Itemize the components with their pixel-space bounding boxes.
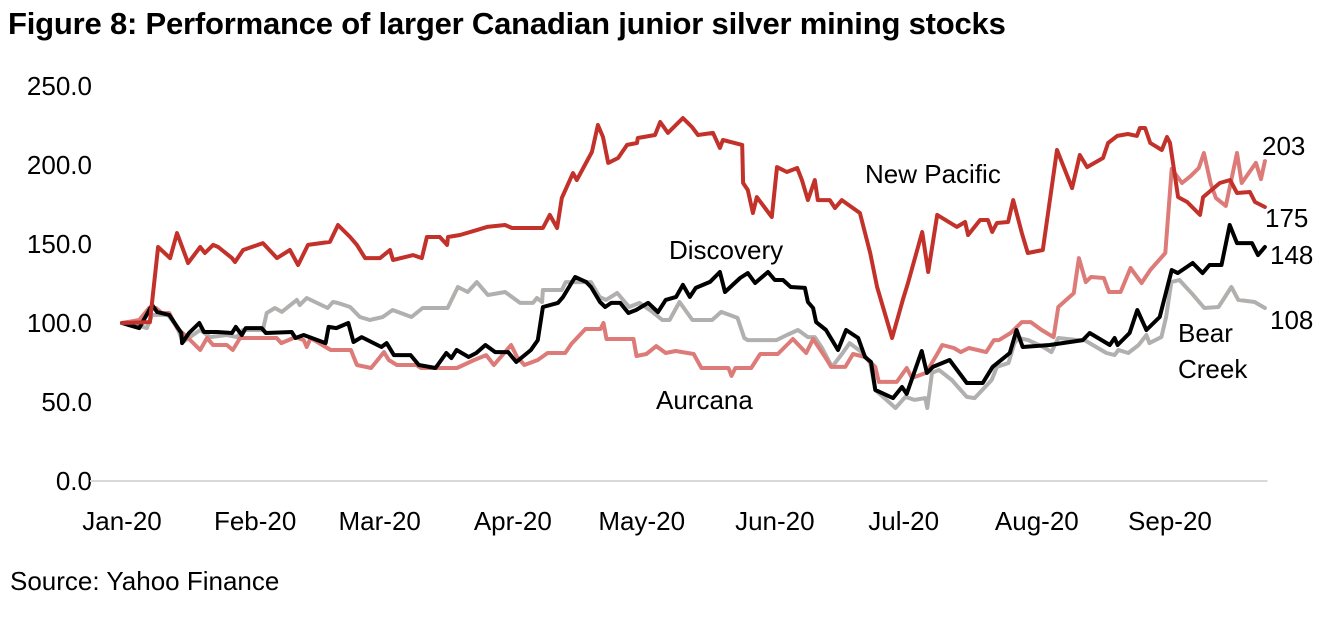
annotation-bear: Bear: [1178, 318, 1233, 348]
x-tick-label: Jan-20: [82, 506, 162, 536]
y-tick-label: 100.0: [27, 308, 92, 338]
y-tick-label: 150.0: [27, 229, 92, 259]
x-tick-label: Aug-20: [995, 506, 1079, 536]
x-tick-label: Mar-20: [339, 506, 421, 536]
end-label-discovery: 148: [1270, 240, 1313, 270]
x-axis: Jan-20 Feb-20 Mar-20 Apr-20 May-20 Jun-20 Jul-…: [82, 506, 1212, 536]
annotation-new-pacific: New Pacific: [865, 159, 1001, 189]
y-tick-label: 50.0: [41, 387, 92, 417]
end-label-bear-creek: 108: [1270, 305, 1313, 335]
series-line-new-pacific: [120, 116, 1267, 340]
x-tick-label: Feb-20: [214, 506, 296, 536]
y-tick-label: 250.0: [27, 71, 92, 101]
x-tick-label: Jul-20: [868, 506, 939, 536]
series-line-aurcana: [120, 151, 1267, 384]
annotation-aurcana: Aurcana: [656, 385, 753, 415]
x-tick-label: Sep-20: [1128, 506, 1212, 536]
figure-title: Figure 8: Performance of larger Canadian…: [8, 6, 1006, 41]
x-tick-label: Jun-20: [735, 506, 815, 536]
end-label-new-pacific: 175: [1265, 203, 1308, 233]
end-label-aurcana: 203: [1262, 131, 1305, 161]
end-labels: 203 175 148 108: [1262, 131, 1313, 335]
annotation-discovery: Discovery: [669, 235, 783, 265]
y-tick-label: 200.0: [27, 150, 92, 180]
y-tick-label: 0.0: [56, 466, 92, 496]
x-tick-label: May-20: [598, 506, 685, 536]
y-axis: 0.0 50.0 100.0 150.0 200.0 250.0: [27, 71, 92, 496]
series-line-discovery: [120, 223, 1267, 401]
series-lines: [120, 116, 1267, 410]
annotations: New Pacific Discovery Aurcana Bear Creek: [656, 159, 1248, 415]
x-tick-label: Apr-20: [474, 506, 552, 536]
annotation-creek: Creek: [1178, 354, 1248, 384]
source-note: Source: Yahoo Finance: [10, 566, 280, 596]
